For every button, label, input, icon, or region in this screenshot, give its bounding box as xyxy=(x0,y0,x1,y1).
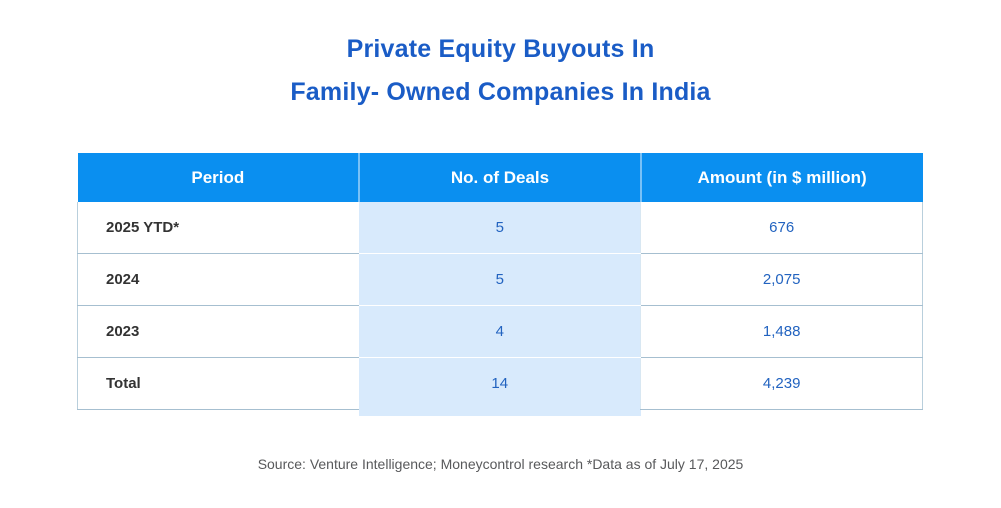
table-container: Period No. of Deals Amount (in $ million… xyxy=(77,153,923,416)
column-header-deals: No. of Deals xyxy=(359,153,642,202)
pe-buyouts-table: Period No. of Deals Amount (in $ million… xyxy=(77,153,923,410)
amount-cell: 1,488 xyxy=(640,305,923,358)
table-row: Total 14 4,239 xyxy=(77,357,923,410)
period-cell: 2025 YTD* xyxy=(77,202,360,254)
amount-cell: 4,239 xyxy=(640,357,923,410)
deals-cell: 5 xyxy=(359,253,641,306)
page-title: Private Equity Buyouts In Family- Owned … xyxy=(0,28,1001,114)
deals-cell: 5 xyxy=(359,202,641,254)
table-header-row: Period No. of Deals Amount (in $ million… xyxy=(77,153,923,202)
deals-cell: 4 xyxy=(359,305,641,358)
highlight-band-extension xyxy=(358,410,642,416)
column-header-period: Period xyxy=(77,153,361,202)
table-row: 2025 YTD* 5 676 xyxy=(77,202,923,254)
table-row: 2024 5 2,075 xyxy=(77,253,923,306)
source-note: Source: Venture Intelligence; Moneycontr… xyxy=(257,456,744,472)
amount-cell: 676 xyxy=(640,202,923,254)
period-cell: 2024 xyxy=(77,253,360,306)
table-row: 2023 4 1,488 xyxy=(77,305,923,358)
page-title-line1: Private Equity Buyouts In xyxy=(346,35,655,63)
period-cell: Total xyxy=(77,357,360,410)
column-header-amount: Amount (in $ million) xyxy=(640,153,923,202)
deals-cell: 14 xyxy=(359,357,641,410)
amount-cell: 2,075 xyxy=(640,253,923,306)
period-cell: 2023 xyxy=(77,305,360,358)
page-title-line2: Family- Owned Companies In India xyxy=(290,78,711,106)
